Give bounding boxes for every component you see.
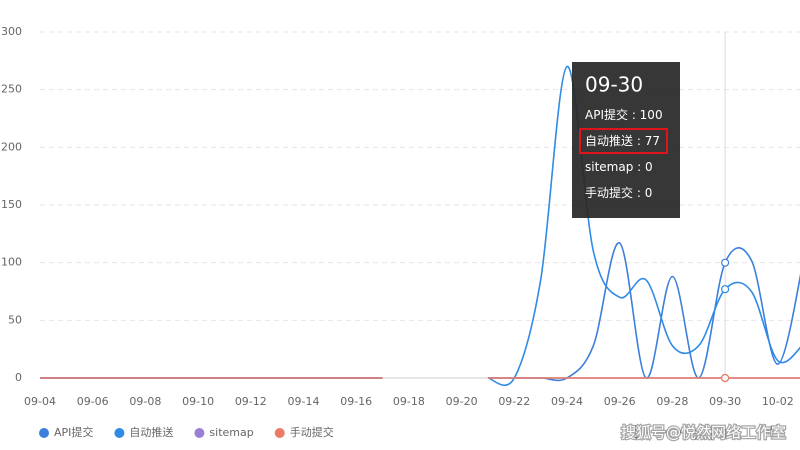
tooltip-row: sitemap : 0 xyxy=(585,160,653,174)
y-tick-label: 300 xyxy=(1,25,22,38)
x-tick-label: 09-30 xyxy=(709,395,741,408)
x-tick-label: 09-12 xyxy=(235,395,267,408)
y-tick-label: 200 xyxy=(1,140,22,153)
tooltip-row: API提交 : 100 xyxy=(585,107,663,122)
x-tick-label: 09-14 xyxy=(288,395,320,408)
watermark: 搜狐号@悦然网络工作室 xyxy=(621,424,786,442)
x-tick-label: 09-24 xyxy=(551,395,583,408)
hover-point xyxy=(720,285,730,294)
x-tick-label: 09-08 xyxy=(129,395,161,408)
hover-point xyxy=(720,373,730,383)
tooltip-part: 手动提交 xyxy=(585,185,633,200)
hover-point xyxy=(720,258,730,267)
tooltip-highlight xyxy=(579,128,668,154)
legend-label: sitemap xyxy=(209,426,253,439)
tooltip-part: 0 xyxy=(645,160,653,174)
y-tick-label: 100 xyxy=(1,256,22,269)
x-tick-label: 09-10 xyxy=(182,395,214,408)
y-tick-label: 0 xyxy=(15,371,22,384)
tooltip-part: 100 xyxy=(640,108,663,122)
legend-label: API提交 xyxy=(54,425,93,439)
legend-label: 手动提交 xyxy=(290,425,334,439)
legend-marker xyxy=(114,428,125,438)
series-line xyxy=(39,242,800,382)
tooltip-bg xyxy=(572,62,680,218)
x-tick-label: 09-22 xyxy=(498,395,530,408)
y-tick-label: 250 xyxy=(1,83,22,96)
legend-marker xyxy=(194,428,205,438)
x-tick-label: 09-16 xyxy=(340,395,372,408)
tooltip-part: : xyxy=(633,160,645,174)
x-tick-label: 09-06 xyxy=(77,395,109,408)
x-tick-label: 10-02 xyxy=(762,395,794,408)
tooltip-part: sitemap xyxy=(585,160,633,174)
tooltip-part: : xyxy=(633,134,645,148)
x-tick-label: 09-26 xyxy=(604,395,636,408)
tooltip-row: 自动推送 : 77 xyxy=(585,133,660,148)
tooltip-part: : xyxy=(628,108,640,122)
tooltip-part: 0 xyxy=(645,186,653,200)
y-tick-label: 150 xyxy=(1,198,22,211)
x-tick-label: 09-20 xyxy=(446,395,478,408)
x-tick-label: 09-18 xyxy=(393,395,425,408)
tooltip-row: 手动提交 : 0 xyxy=(585,185,652,200)
series-line xyxy=(39,65,800,386)
tooltip-part: 77 xyxy=(645,134,660,148)
tooltip-part: 自动推送 xyxy=(585,133,633,148)
legend-label: 自动推送 xyxy=(129,425,173,439)
tooltip-part: : xyxy=(633,186,645,200)
legend-marker xyxy=(274,428,285,438)
y-tick-label: 50 xyxy=(8,313,22,326)
tooltip-title: 09-30 xyxy=(585,73,643,97)
x-tick-label: 09-28 xyxy=(656,395,688,408)
tooltip-part: API提交 xyxy=(585,107,628,122)
x-tick-label: 09-04 xyxy=(24,395,56,408)
legend-marker xyxy=(39,428,49,438)
